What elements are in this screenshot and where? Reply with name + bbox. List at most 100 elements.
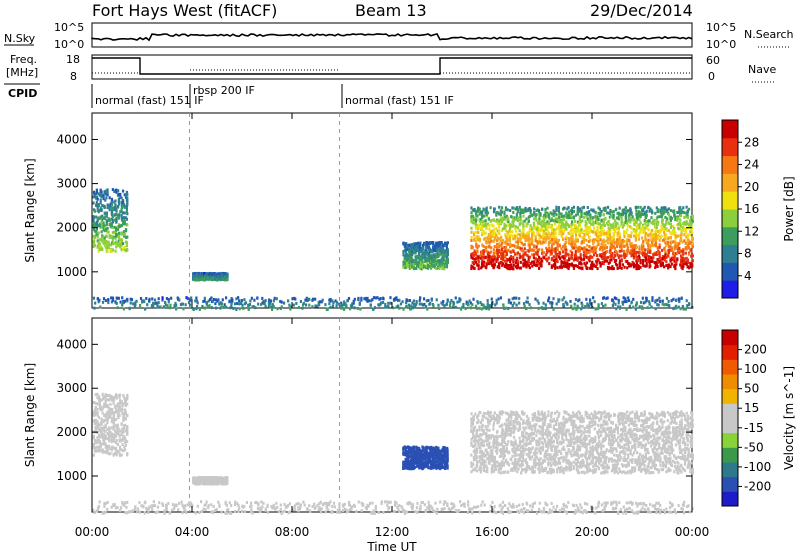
power-echo-cell xyxy=(516,240,520,244)
cpid-segment-3: normal (fast) 151 IF xyxy=(345,94,454,107)
velocity-echo-cell xyxy=(96,449,99,453)
power-echo-cell xyxy=(115,207,118,211)
power-echo-cell xyxy=(649,251,652,255)
power-echo-cell xyxy=(102,197,105,201)
power-echo-cell xyxy=(280,300,283,304)
power-echo-cell xyxy=(481,243,484,247)
power-echo-cell xyxy=(402,253,405,257)
power-echo-cell xyxy=(195,277,198,281)
power-echo-cell xyxy=(564,263,567,267)
power-echo-cell xyxy=(631,261,634,265)
power-echo-cell xyxy=(100,230,103,234)
power-echo-cell xyxy=(633,244,636,248)
power-echo-cell xyxy=(686,233,690,237)
power-echo-cell xyxy=(382,297,385,301)
power-echo-cell xyxy=(498,225,501,229)
power-echo-cell xyxy=(243,298,246,302)
power-echo-cell xyxy=(592,296,595,300)
velocity-echo-cell xyxy=(108,426,111,430)
power-echo-cell xyxy=(474,260,478,264)
power-echo-cell xyxy=(516,260,520,264)
velocity-echo-cell xyxy=(117,432,120,436)
power-echo-cell xyxy=(433,248,436,252)
power-echo-cell xyxy=(535,209,538,213)
power-echo-cell xyxy=(660,209,664,213)
power-echo-cell xyxy=(543,306,546,310)
power-echo-cell xyxy=(565,248,568,252)
velocity-echo-cell xyxy=(470,437,473,441)
power-echo-cell xyxy=(574,224,578,228)
power-echo-cell xyxy=(562,304,566,308)
power-echo-cell xyxy=(632,297,635,301)
power-echo-cell xyxy=(119,195,122,199)
power-echo-cell xyxy=(97,224,100,228)
power-echo-cell xyxy=(667,236,671,240)
power-echo-cell xyxy=(616,305,620,309)
power-echo-cell xyxy=(639,205,642,209)
velocity-echo-cell xyxy=(112,437,116,441)
power-echo-cell xyxy=(122,230,126,234)
power-echo-cell xyxy=(613,296,617,300)
power-echo-cell xyxy=(656,303,659,307)
power-echo-cell xyxy=(360,298,363,302)
power-echo-cell xyxy=(635,212,638,216)
power-echo-cell xyxy=(157,297,160,301)
power-echo-cell xyxy=(597,303,600,307)
power-echo-cell xyxy=(125,210,128,214)
power-echo-cell xyxy=(571,228,574,232)
power-echo-cell xyxy=(240,298,243,302)
power-echo-cell xyxy=(471,221,474,225)
power-echo-cell xyxy=(121,198,125,202)
power-echo-cell xyxy=(595,218,599,222)
power-echo-cell xyxy=(520,249,523,253)
power-echo-cell xyxy=(527,239,530,243)
power-echo-cell xyxy=(505,252,508,256)
power-echo-cell xyxy=(471,245,474,249)
power-echo-cell xyxy=(520,231,523,235)
power-echo-cell xyxy=(660,260,663,264)
power-echo-cell xyxy=(661,263,665,267)
velocity-echo-cell xyxy=(108,406,111,410)
power-echo-cell xyxy=(413,259,416,263)
power-echo-cell xyxy=(391,306,394,310)
power-echo-cell xyxy=(645,296,648,300)
power-echo-cell xyxy=(248,303,252,307)
power-echo-cell xyxy=(421,248,424,252)
power-echo-cell xyxy=(591,263,594,267)
power-echo-cell xyxy=(666,228,669,232)
power-echo-cell xyxy=(302,301,305,305)
power-echo-cell xyxy=(648,219,651,223)
power-echo-cell xyxy=(504,265,507,269)
power-echo-cell xyxy=(613,246,617,250)
power-echo-cell xyxy=(663,225,666,229)
power-echo-cell xyxy=(659,264,662,268)
velocity-echo-cell xyxy=(480,442,484,446)
power-echo-cell xyxy=(676,218,679,222)
power-echo-cell xyxy=(504,226,507,230)
power-echo-cell xyxy=(430,254,434,258)
power-echo-cell xyxy=(612,226,615,230)
velocity-echo-cell xyxy=(92,446,95,450)
power-echo-cell xyxy=(670,240,673,244)
power-echo-cell xyxy=(214,302,217,306)
power-echo-cell xyxy=(435,298,438,302)
power-echo-cell xyxy=(556,217,559,221)
power-echo-cell xyxy=(445,302,449,306)
power-echo-cell xyxy=(99,188,102,192)
power-echo-cell xyxy=(450,298,453,302)
power-echo-cell xyxy=(545,232,548,236)
power-echo-cell xyxy=(612,209,615,213)
power-echo-cell xyxy=(620,212,623,216)
power-echo-cell xyxy=(505,236,508,240)
power-echo-cell xyxy=(663,246,666,250)
power-echo-cell xyxy=(571,238,574,242)
power-echo-cell xyxy=(332,301,335,305)
freq-top-tick: 18 xyxy=(66,53,80,66)
power-echo-cell xyxy=(465,300,468,304)
power-echo-cell xyxy=(97,204,100,208)
power-echo-cell xyxy=(488,254,491,258)
power-echo-cell xyxy=(509,226,512,230)
power-echo-cell xyxy=(516,242,520,246)
power-echo-cell xyxy=(538,220,541,224)
power-echo-cell xyxy=(221,273,224,277)
